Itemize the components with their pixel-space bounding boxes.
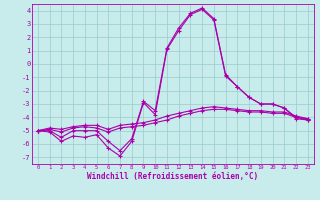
X-axis label: Windchill (Refroidissement éolien,°C): Windchill (Refroidissement éolien,°C) xyxy=(87,172,258,181)
